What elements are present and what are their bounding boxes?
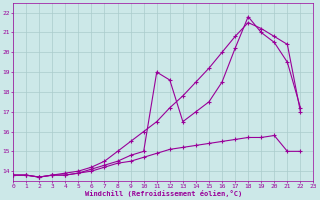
X-axis label: Windchill (Refroidissement éolien,°C): Windchill (Refroidissement éolien,°C) <box>84 190 242 197</box>
